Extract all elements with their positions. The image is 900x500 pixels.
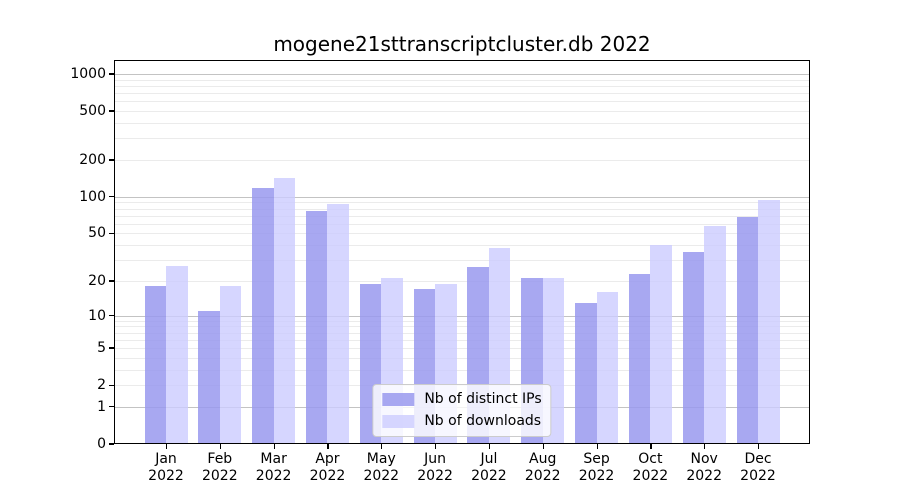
- x-tick-label: Dec 2022: [740, 451, 776, 484]
- legend: Nb of distinct IPs Nb of downloads: [372, 384, 552, 437]
- bar-downloads-nov: [704, 225, 726, 444]
- y-tick-label: 100: [79, 188, 106, 205]
- x-tick-mark: [650, 444, 652, 449]
- gridline-minor: [114, 85, 810, 87]
- bar-downloads-oct: [650, 245, 672, 444]
- y-tick-label: 0: [97, 436, 106, 452]
- gridline-minor: [114, 369, 810, 371]
- bar-downloads-feb: [219, 286, 242, 444]
- y-tick-label: 200: [79, 151, 106, 168]
- chart-title: mogene21sttranscriptcluster.db 2022: [273, 32, 651, 56]
- x-tick-label: Nov 2022: [686, 451, 722, 484]
- gridline-minor: [114, 202, 810, 204]
- x-tick-mark: [758, 444, 760, 449]
- gridline-minor: [114, 280, 810, 282]
- x-tick-mark: [166, 444, 168, 449]
- y-tick-label: 20: [88, 272, 106, 289]
- gridline-minor: [114, 339, 810, 341]
- y-tick-label: 1000: [70, 66, 106, 82]
- x-tick-label: Apr 2022: [309, 451, 346, 484]
- x-tick-label: Jul 2022: [471, 451, 507, 484]
- bar-downloads-jan: [166, 265, 188, 444]
- bar-downloads-sep: [596, 292, 619, 444]
- gridline-minor: [114, 245, 810, 247]
- legend-swatch-downloads: [382, 415, 415, 428]
- bar-ips-mar: [252, 188, 274, 444]
- gridline-minor: [114, 320, 810, 322]
- y-tick-label: 5: [97, 340, 106, 357]
- y-tick-mark: [109, 280, 114, 282]
- gridline-minor: [114, 159, 810, 161]
- x-tick-label: May 2022: [363, 451, 400, 484]
- bar-ips-dec: [736, 217, 758, 444]
- x-tick-label: Sep 2022: [578, 451, 615, 484]
- x-tick-mark: [488, 444, 491, 449]
- legend-label-downloads: Nb of downloads: [424, 413, 542, 429]
- legend-item-downloads: Nb of downloads: [382, 412, 541, 431]
- x-tick-mark: [435, 444, 437, 449]
- y-tick-label: 1: [97, 398, 106, 415]
- gridline-minor: [114, 101, 810, 103]
- y-tick-mark: [109, 384, 114, 386]
- gridline-minor: [114, 79, 810, 81]
- x-tick-mark: [273, 444, 275, 449]
- bar-ips-nov: [682, 252, 705, 444]
- x-tick-label: Mar 2022: [255, 451, 292, 484]
- x-tick-mark: [219, 444, 221, 449]
- gridline-minor: [114, 357, 810, 359]
- x-tick-mark: [596, 444, 598, 449]
- legend-item-distinct-ips: Nb of distinct IPs: [382, 390, 542, 409]
- x-tick-label: Oct 2022: [632, 451, 669, 484]
- x-tick-label: Feb 2022: [201, 451, 238, 484]
- bar-downloads-mar: [273, 177, 296, 444]
- bar-downloads-apr: [327, 204, 349, 444]
- y-tick-mark: [109, 159, 114, 161]
- y-tick-mark: [109, 314, 114, 317]
- gridline-minor: [114, 326, 810, 328]
- y-tick-mark: [109, 73, 114, 75]
- y-tick-mark: [109, 110, 114, 112]
- y-tick-mark: [109, 406, 114, 408]
- gridline-minor: [114, 138, 810, 140]
- legend-label-distinct-ips: Nb of distinct IPs: [424, 391, 542, 407]
- bar-ips-jan: [144, 286, 166, 444]
- y-tick-mark: [109, 232, 114, 235]
- gridline-minor: [114, 223, 810, 225]
- y-tick-mark: [109, 443, 114, 445]
- gridline-minor: [114, 260, 810, 262]
- gridline-minor: [114, 122, 810, 124]
- y-tick-mark: [109, 347, 114, 349]
- plot-area: Nb of distinct IPs Nb of downloads: [114, 60, 810, 444]
- bar-ips-oct: [628, 273, 651, 444]
- gridline-minor: [114, 93, 810, 95]
- gridline-minor: [114, 332, 810, 334]
- y-tick-label: 50: [88, 225, 106, 242]
- bar-downloads-dec: [758, 199, 780, 444]
- bar-ips-sep: [575, 302, 597, 444]
- gridline-minor: [114, 215, 810, 217]
- gridline-major: [114, 315, 810, 317]
- gridline-minor: [114, 208, 810, 210]
- x-tick-mark: [704, 444, 706, 449]
- gridline-minor: [114, 348, 810, 350]
- bar-ips-apr: [305, 210, 328, 444]
- y-tick-label: 500: [79, 103, 106, 120]
- x-tick-mark: [542, 444, 544, 449]
- y-tick-label: 10: [88, 307, 106, 324]
- x-tick-mark: [381, 444, 383, 449]
- gridline-minor: [114, 233, 810, 235]
- y-tick-mark: [109, 196, 114, 198]
- y-tick-label: 2: [97, 377, 106, 394]
- x-tick-label: Jun 2022: [417, 451, 453, 484]
- x-tick-mark: [327, 444, 329, 449]
- x-tick-label: Jan 2022: [148, 451, 184, 484]
- gridline-major: [114, 74, 810, 75]
- gridline-minor: [114, 111, 810, 113]
- legend-swatch-distinct-ips: [382, 393, 415, 406]
- gridline-major: [114, 196, 810, 198]
- x-tick-label: Aug 2022: [524, 451, 561, 484]
- bar-ips-feb: [198, 310, 220, 444]
